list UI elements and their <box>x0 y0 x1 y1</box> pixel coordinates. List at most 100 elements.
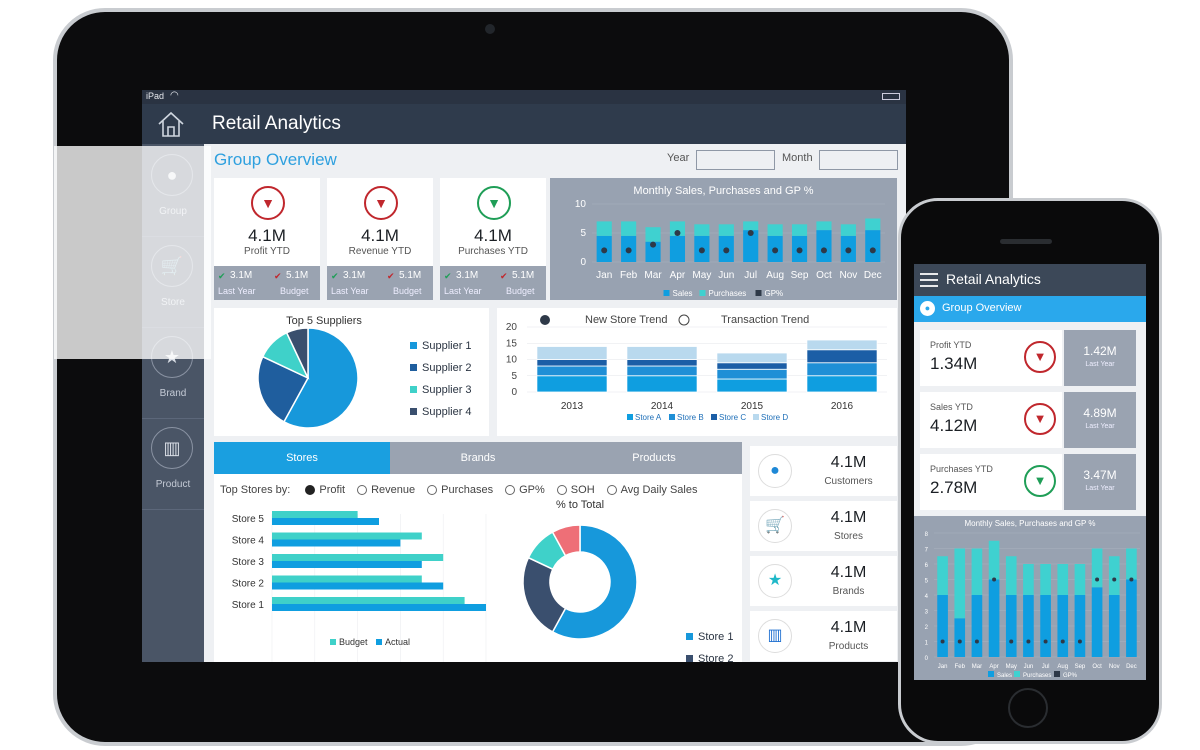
x-tick-label: Oct <box>816 270 832 281</box>
y-tick-label: 0 <box>511 387 517 398</box>
radio-2[interactable]: Purchases <box>427 484 493 496</box>
stacked-bar <box>626 359 698 367</box>
home-icon[interactable] <box>156 110 186 138</box>
stacked-bar <box>536 359 608 367</box>
month-input[interactable] <box>819 150 898 170</box>
radio-label: Avg Daily Sales <box>620 484 698 496</box>
x-tick-label: Jul <box>1042 664 1050 670</box>
nav-label: Brand <box>159 388 187 399</box>
radio-label: Purchases <box>441 484 494 496</box>
point-gp <box>747 230 754 236</box>
point-gp <box>845 247 852 254</box>
bar-sales <box>1057 595 1069 657</box>
trend-arrow-icon: ▼ <box>364 186 398 220</box>
stacked-bar <box>626 365 698 377</box>
nav-item-product[interactable]: ▥ Product <box>142 417 204 510</box>
year-input[interactable] <box>696 150 775 170</box>
x-tick-label: 2014 <box>651 401 674 412</box>
bar-actual <box>272 561 422 568</box>
stacked-bar <box>806 375 878 393</box>
stacked-bar <box>536 365 608 377</box>
tab-brands[interactable]: Brands <box>390 442 566 474</box>
cart-icon: 🛒 <box>758 509 792 543</box>
point-gp <box>1112 577 1117 582</box>
stacked-bar <box>536 346 608 360</box>
bar-purchases <box>767 224 783 236</box>
legend-swatch <box>699 290 706 296</box>
legend-label: Supplier 4 <box>422 406 472 418</box>
bar-purchases <box>791 224 808 236</box>
legend-swatch <box>627 414 633 420</box>
phone-kpi-label: Profit YTD <box>930 340 972 350</box>
side-kpi-brands: ★ 4.1M Brands <box>750 556 897 606</box>
chart-title: Top 5 Suppliers <box>286 315 362 327</box>
legend-label: GP% <box>1063 673 1078 679</box>
bar-purchases <box>694 224 710 236</box>
x-tick-label: Jul <box>744 270 757 281</box>
phone-kpi-card: Sales YTD 4.12M ▼ <box>920 392 1062 448</box>
radio-circle <box>606 485 617 496</box>
x-tick-label: 2013 <box>561 401 584 412</box>
x-tick-label: Aug <box>1057 664 1068 670</box>
legend-swatch <box>988 671 994 677</box>
tab-products[interactable]: Products <box>566 442 742 474</box>
menu-icon[interactable] <box>920 272 938 288</box>
chart-title: % to Total <box>556 500 604 511</box>
radio-label: SOH <box>570 484 595 496</box>
month-label: Month <box>782 152 813 164</box>
monthly-chart: Monthly Sales, Purchases and GP % 0 5 10 Jan… <box>575 185 885 298</box>
kpi-compare-strip: ✔ 3.1M Last Year ✔ 5.1M Budget <box>440 266 546 300</box>
app-header: Retail Analytics <box>142 104 906 144</box>
side-kpi-stores: 🛒 4.1M Stores <box>750 501 897 551</box>
legend-swatch <box>686 655 693 662</box>
pie-slice <box>551 524 638 640</box>
bar-sales <box>954 618 966 657</box>
y-tick-label: 4 <box>925 594 929 600</box>
radio-3[interactable]: GP% <box>505 484 545 496</box>
phone-home-button[interactable] <box>1008 688 1048 728</box>
stacked-bar <box>806 339 878 351</box>
point-gp <box>1077 639 1082 644</box>
budget-label: Budget <box>393 286 422 296</box>
budget-value: 5.1M <box>512 270 535 281</box>
legend-label: Store B <box>677 413 704 422</box>
tab-stores[interactable]: Stores <box>214 442 390 474</box>
battery-icon <box>882 93 900 100</box>
bar-purchases <box>1126 548 1137 580</box>
bar-actual <box>272 604 486 611</box>
phone-section-bar: ● Group Overview <box>914 296 1146 322</box>
point-gp <box>650 241 657 248</box>
bar-sales <box>743 230 759 262</box>
toggle-label: Transaction Trend <box>721 314 809 326</box>
legend-swatch <box>376 639 382 645</box>
toggle-radio-on <box>540 315 550 325</box>
phone-chart-panel: Monthly Sales, Purchases and GP % 0 1 2 3 4 5 6… <box>914 516 1146 680</box>
radio-1[interactable]: Revenue <box>357 484 415 496</box>
radio-4[interactable]: SOH <box>556 484 595 496</box>
x-tick-label: May <box>1006 664 1017 670</box>
pie-slice <box>551 524 581 557</box>
toggle-radio-off <box>678 314 690 326</box>
radio-0[interactable]: Profit <box>305 484 345 496</box>
point-gp <box>940 639 945 644</box>
down-arrow-icon: ✔ <box>500 271 508 281</box>
legend-label: Supplier 1 <box>422 340 472 352</box>
x-tick-label: Jun <box>1024 664 1034 670</box>
trend-chart: New Store Trend Transaction Trend 0 5 10 15 20… <box>506 314 887 422</box>
y-tick-label: 2 <box>925 625 929 631</box>
point-gp <box>974 639 979 644</box>
legend-label: Supplier 2 <box>422 362 472 374</box>
year-label: Year <box>667 152 690 164</box>
point-gp <box>1129 577 1134 582</box>
legend-swatch <box>410 408 417 415</box>
point-gp <box>869 247 876 254</box>
y-tick-label: 7 <box>925 548 929 554</box>
radio-5[interactable]: Avg Daily Sales <box>606 484 698 496</box>
point-gp <box>723 247 730 254</box>
monthly-chart-panel: Monthly Sales, Purchases and GP % 0 5 10 Jan… <box>550 178 897 300</box>
radio-circle <box>357 485 368 496</box>
legend-swatch <box>686 633 693 640</box>
x-tick-label: Dec <box>864 270 882 281</box>
x-tick-label: Nov <box>839 270 857 281</box>
